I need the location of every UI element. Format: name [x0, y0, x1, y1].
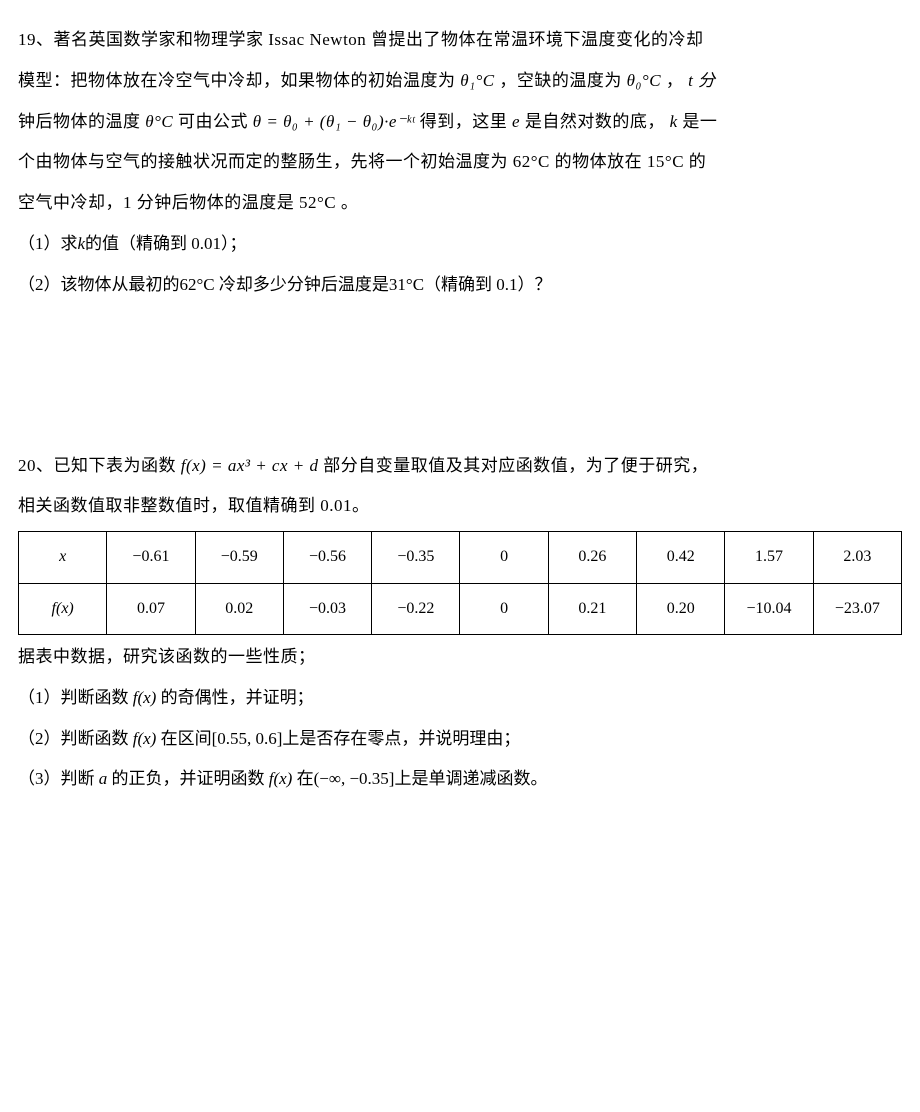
- cell: −10.04: [725, 583, 813, 634]
- cell: 0.07: [107, 583, 195, 634]
- p19-q2t2: 31°C: [389, 275, 424, 294]
- table-row: f(x) 0.07 0.02 −0.03 −0.22 0 0.21 0.20 −…: [19, 583, 902, 634]
- p20-q2c: 上是否存在零点，并说明理由；: [282, 729, 520, 748]
- cell: 0: [460, 583, 548, 634]
- p20-q2: （2）判断函数 f(x) 在区间[0.55, 0.6]上是否存在零点，并说明理由…: [18, 719, 902, 760]
- p20-fx: f(x) = ax³ + cx + d: [181, 456, 319, 475]
- th-x: x: [19, 532, 107, 583]
- p19-k: k: [670, 112, 678, 131]
- cell: −0.61: [107, 532, 195, 583]
- th-fx: f(x): [19, 583, 107, 634]
- cell: 0: [460, 532, 548, 583]
- p19-l2b: 可由公式: [178, 112, 253, 131]
- p20-q3d: 上是单调递减函数。: [394, 769, 547, 788]
- p19-thetaC: θ°C: [145, 112, 173, 131]
- p19-l2e: 是一: [682, 112, 717, 131]
- p20-q2a: （2）判断函数: [18, 729, 133, 748]
- p20-q3a2: a: [99, 769, 108, 788]
- p20-q2int: [0.55, 0.6]: [212, 729, 283, 748]
- p19-q2b: 冷却多少分钟后温度是: [215, 275, 389, 294]
- cell: 0.42: [637, 532, 725, 583]
- cell: 0.26: [548, 532, 636, 583]
- cell: 1.57: [725, 532, 813, 583]
- p19-l2c: 得到，这里: [420, 112, 512, 131]
- p19-q1b: 的值（精确到 0.01）；: [85, 234, 247, 253]
- p19-q2t: 62°C: [180, 275, 215, 294]
- table-row: x −0.61 −0.59 −0.56 −0.35 0 0.26 0.42 1.…: [19, 532, 902, 583]
- p19-q1k: k: [78, 234, 86, 253]
- p20-q1fx: f(x): [133, 688, 157, 707]
- p19-l2d: 是自然对数的底，: [525, 112, 665, 131]
- p20-q1b: 的奇偶性，并证明；: [156, 688, 313, 707]
- p19-t52: 52°C: [299, 193, 336, 212]
- p19-t15: 15°C: [647, 152, 684, 171]
- cell: −0.03: [283, 583, 371, 634]
- p19-l4a: 空气中冷却，1 分钟后物体的温度是: [18, 193, 294, 212]
- p20-q3int: (−∞, −0.35]: [314, 769, 395, 788]
- p19-para: 19、著名英国数学家和物理学家 Issac Newton 曾提出了物体在常温环境…: [18, 20, 902, 224]
- p20-q2b: 在区间: [156, 729, 211, 748]
- cell: −0.56: [283, 532, 371, 583]
- p20-l1a: 20、已知下表为函数: [18, 456, 181, 475]
- p20-q3fx: f(x): [269, 769, 293, 788]
- p19-l1a: 19、著名英国数学家和物理学家 Issac Newton 曾提出了物体在常温环境…: [18, 30, 704, 49]
- p19-t: t 分: [688, 71, 715, 90]
- p19-l2a: 钟后物体的温度: [18, 112, 141, 131]
- p19-l3b: 的物体放在: [555, 152, 643, 171]
- p20-l1b: 部分自变量取值及其对应函数值，为了便于研究，: [323, 456, 708, 475]
- p19-q1a: （1）求: [18, 234, 78, 253]
- p20-q1a: （1）判断函数: [18, 688, 133, 707]
- p19-formula: θ = θ₀ + (θ₁ − θ₀)·e⁻ᵏᵗ: [253, 112, 415, 131]
- problem-20: 20、已知下表为函数 f(x) = ax³ + cx + d 部分自变量取值及其…: [18, 446, 902, 801]
- cell: 0.20: [637, 583, 725, 634]
- p20-q3b: 的正负，并证明函数: [107, 769, 269, 788]
- cell: −23.07: [813, 583, 901, 634]
- p19-theta1: θ₁°C: [460, 71, 494, 90]
- p19-l3c: 的: [689, 152, 707, 171]
- p20-q3c: 在: [292, 769, 313, 788]
- cell: 2.03: [813, 532, 901, 583]
- p19-l3a: 个由物体与空气的接触状况而定的整肠生，先将一个初始温度为: [18, 152, 508, 171]
- p19-q2c: （精确到 0.1）？: [424, 275, 552, 294]
- p19-l1b: 模型：把物体放在冷空气中冷却，如果物体的初始温度为: [18, 71, 456, 90]
- p20-q2fx: f(x): [133, 729, 157, 748]
- cell: 0.02: [195, 583, 283, 634]
- p20-q3a: （3）判断: [18, 769, 99, 788]
- cell: −0.22: [372, 583, 460, 634]
- p19-q2: （2）该物体从最初的62°C 冷却多少分钟后温度是31°C（精确到 0.1）？: [18, 265, 902, 306]
- p20-q3: （3）判断 a 的正负，并证明函数 f(x) 在(−∞, −0.35]上是单调递…: [18, 759, 902, 800]
- p19-theta0: θ₀°C: [627, 71, 661, 90]
- p20-l2: 相关函数值取非整数值时，取值精确到 0.01。: [18, 496, 370, 515]
- p19-q2a: （2）该物体从最初的: [18, 275, 180, 294]
- p20-after: 据表中数据，研究该函数的一些性质；: [18, 637, 902, 678]
- cell: −0.35: [372, 532, 460, 583]
- cell: 0.21: [548, 583, 636, 634]
- p20-q1: （1）判断函数 f(x) 的奇偶性，并证明；: [18, 678, 902, 719]
- p19-l1d: ，: [666, 71, 684, 90]
- p19-l1c: ，空缺的温度为: [499, 71, 622, 90]
- p19-l4b: 。: [341, 193, 359, 212]
- p19-q1: （1）求k的值（精确到 0.01）；: [18, 224, 902, 265]
- data-table: x −0.61 −0.59 −0.56 −0.35 0 0.26 0.42 1.…: [18, 531, 902, 635]
- cell: −0.59: [195, 532, 283, 583]
- p20-para1: 20、已知下表为函数 f(x) = ax³ + cx + d 部分自变量取值及其…: [18, 446, 902, 528]
- p19-t62: 62°C: [513, 152, 550, 171]
- problem-19: 19、著名英国数学家和物理学家 Issac Newton 曾提出了物体在常温环境…: [18, 20, 902, 306]
- p19-e: e: [512, 112, 520, 131]
